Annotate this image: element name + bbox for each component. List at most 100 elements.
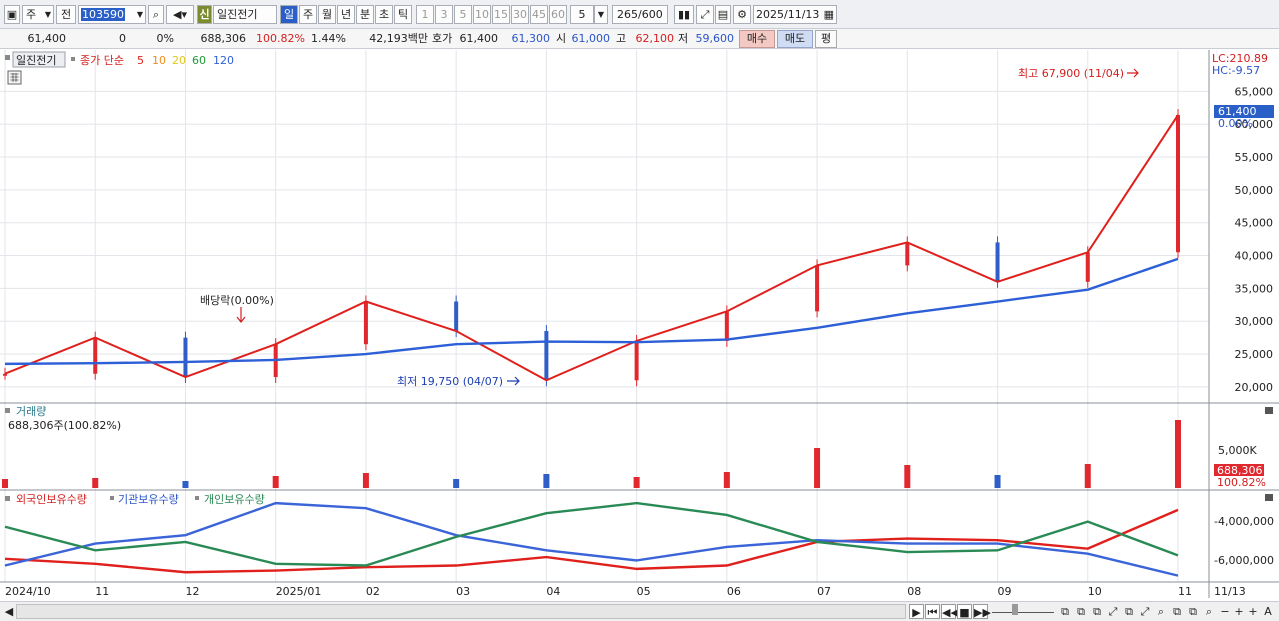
date-axis-label: 2024/10 <box>5 585 51 598</box>
search-icon[interactable]: ⌕ <box>148 5 164 24</box>
legend-stock-name: 일진전기 <box>16 53 56 67</box>
interval-5-button[interactable]: 5 <box>454 5 472 24</box>
calculator-icon[interactable] <box>7 70 22 85</box>
volume-bar <box>633 477 640 488</box>
gear-icon[interactable]: ⚙ <box>733 5 751 24</box>
legend-ma-120[interactable]: 120 <box>213 54 234 67</box>
zoom-in-icon[interactable]: + <box>1234 605 1244 618</box>
period-week-button[interactable]: 주 <box>299 5 317 24</box>
period-month-button[interactable]: 월 <box>318 5 336 24</box>
candle-type-icon[interactable]: ▮▮ <box>674 5 694 24</box>
scroll-track[interactable] <box>16 604 906 619</box>
chart-area[interactable]: 65,000 60,000 55,000 50,000 45,000 40,000 35,0… <box>0 50 1279 602</box>
count-max: /600 <box>638 8 663 21</box>
institution-holding-line <box>4 501 1179 577</box>
chevron-down-icon: ▼ <box>44 10 51 19</box>
chart-tool-icon[interactable]: ⧉ <box>1125 605 1133 618</box>
prev-page-icon[interactable]: ◀◀ <box>941 604 959 619</box>
foreign-holding-line <box>4 508 1179 574</box>
chart-tool-icon[interactable]: ⧉ <box>1093 605 1101 618</box>
legend-ma-10[interactable]: 10 <box>152 54 166 67</box>
scroll-right-icon[interactable]: ▶ <box>909 604 924 619</box>
interval-30-button[interactable]: 30 <box>511 5 529 24</box>
chart-tool-icon[interactable]: ⤢ <box>1108 605 1118 618</box>
stop-icon[interactable]: ■ <box>957 604 972 619</box>
annotation-high: 최고 67,900 (11/04) <box>1018 67 1124 80</box>
sell-button[interactable]: 매도 <box>777 30 813 48</box>
candle-body <box>634 340 639 381</box>
zoom-reset-icon[interactable]: − <box>1220 605 1230 618</box>
interval-10-button[interactable]: 10 <box>473 5 491 24</box>
candle-body <box>1176 115 1180 253</box>
quote-ask: 61,400 <box>459 32 499 45</box>
volume-bar <box>92 478 99 488</box>
count-field[interactable]: 265/600 <box>612 5 668 24</box>
interval-45-button[interactable]: 45 <box>530 5 548 24</box>
save-icon[interactable]: ▤ <box>715 5 731 24</box>
zoom-slider-handle[interactable] <box>1012 604 1018 615</box>
legend-ma-20[interactable]: 20 <box>172 54 186 67</box>
panel-close-icon[interactable] <box>1265 494 1273 501</box>
chevron-down-icon[interactable]: ▼ <box>594 5 608 24</box>
chart-tool-icon[interactable]: ⧉ <box>1077 605 1085 618</box>
market-select[interactable]: 주 ▼ <box>22 5 54 24</box>
interval-15-button[interactable]: 15 <box>492 5 510 24</box>
candle-body <box>93 337 98 374</box>
interval-60-button[interactable]: 60 <box>549 5 567 24</box>
date-picker[interactable]: 2025/11/13 ▦ <box>753 5 837 24</box>
stock-name-field[interactable]: 일진전기 <box>213 5 277 24</box>
volume-bar <box>994 475 1001 488</box>
interval-input[interactable]: 5 <box>570 5 594 24</box>
legend-ma-5[interactable]: 5 <box>137 54 144 67</box>
zoom-slider[interactable] <box>992 604 1054 613</box>
price-tick-label: 60,000 <box>1235 118 1274 131</box>
quote-volume-ratio: 100.82% <box>256 32 305 45</box>
zoom-in-icon[interactable]: + <box>1248 605 1258 618</box>
window-menu-icon[interactable]: ▣ <box>4 5 20 24</box>
chart-tool-icon[interactable]: ⌕ <box>1157 605 1165 618</box>
volume-bar <box>904 465 911 488</box>
holding-ytick-1: -4,000,000 <box>1214 515 1274 528</box>
period-day-button[interactable]: 일 <box>280 5 298 24</box>
legend-stock-box[interactable] <box>12 51 66 68</box>
horizontal-scrollbar[interactable]: ◀ ▶ ⏮ ◀◀ ■ ▶▶ ⧉ ⧉ ⧉ ⤢ ⧉ ⤢ ⌕ ⧉ ⧉ ⌕ − + + … <box>0 601 1279 621</box>
legend-ma-60[interactable]: 60 <box>192 54 206 67</box>
volume-bar <box>182 481 189 488</box>
quote-bid: 61,300 <box>511 32 551 45</box>
legend-individual[interactable]: 개인보유수량 <box>204 493 265 506</box>
zoom-out-search-icon[interactable]: ⌕ <box>1205 605 1213 618</box>
buy-button[interactable]: 매수 <box>739 30 775 48</box>
legend-institution[interactable]: 기관보유수량 <box>118 493 179 506</box>
legend-foreign[interactable]: 외국인보유수량 <box>16 493 87 506</box>
next-page-icon[interactable]: ▶▶ <box>973 604 991 619</box>
eval-button[interactable]: 평 <box>815 30 837 48</box>
chart-tool-icon[interactable]: ⤢ <box>1140 605 1150 618</box>
prefix-button[interactable]: 전 <box>56 5 76 24</box>
scroll-left-icon[interactable]: ◀ <box>4 605 14 618</box>
candle-body <box>1085 252 1090 282</box>
period-second-button[interactable]: 초 <box>375 5 393 24</box>
volume-bar <box>362 473 369 488</box>
chart-tool-icon[interactable]: ⧉ <box>1189 605 1197 618</box>
period-minute-button[interactable]: 분 <box>356 5 374 24</box>
volume-current-pct: 100.82% <box>1217 476 1266 489</box>
legend-marker <box>110 496 114 500</box>
quote-price: 61,400 <box>27 32 67 45</box>
period-tick-button[interactable]: 틱 <box>394 5 412 24</box>
interval-3-button[interactable]: 3 <box>435 5 453 24</box>
quote-ask-label: 호가 <box>432 32 453 45</box>
interval-1-button[interactable]: 1 <box>416 5 434 24</box>
speaker-icon[interactable]: ◀▾ <box>166 5 194 24</box>
period-year-button[interactable]: 년 <box>337 5 355 24</box>
stock-code-input[interactable]: 103590 ▼ <box>78 5 146 24</box>
quote-open: 61,000 <box>571 32 611 45</box>
auto-scale-icon[interactable]: A <box>1264 605 1272 618</box>
chart-tool-icon[interactable]: ⧉ <box>1173 605 1181 618</box>
chart-tool-icon[interactable]: ⧉ <box>1061 605 1069 618</box>
stock-chart-svg[interactable]: 65,000 60,000 55,000 50,000 45,000 40,000 35,0… <box>0 50 1279 602</box>
panel-close-icon[interactable] <box>1265 407 1273 414</box>
first-page-icon[interactable]: ⏮ <box>925 604 940 619</box>
date-axis-label: 05 <box>637 585 651 598</box>
drawing-tool-icon[interactable]: ⤢ <box>696 5 714 24</box>
stock-code-value: 103590 <box>81 8 125 21</box>
